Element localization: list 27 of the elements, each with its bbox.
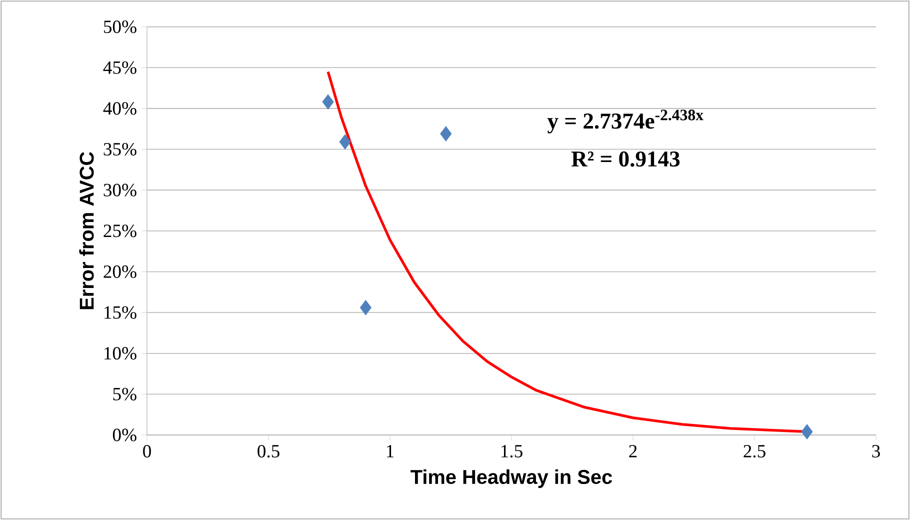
annotation: R² = 0.9143 (571, 151, 680, 167)
y-tick-label: 45% (103, 61, 136, 74)
y-tick-label: 5% (113, 388, 136, 400)
y-tick-label: 40% (103, 102, 136, 115)
x-axis-title: Time Headway in Sec (410, 469, 612, 488)
x-tick-label: 1 (386, 444, 394, 458)
x-tick-label: 2 (629, 444, 637, 458)
point (322, 94, 334, 110)
point (440, 126, 452, 142)
x-tick-label: 2.5 (744, 444, 766, 458)
x-tick-label: 1.5 (502, 444, 522, 458)
x-tick-label: 3 (872, 444, 880, 458)
y-tick-label: 25% (104, 224, 136, 238)
y-tick-label: 30% (104, 184, 136, 196)
point (339, 134, 351, 150)
x-tick-label: 0.5 (258, 444, 280, 458)
y-axis-title: Error from AVCC (79, 152, 94, 310)
y-tick-label: 35% (104, 142, 136, 156)
y-tick-label: 50% (104, 20, 136, 34)
annotation: y = 2.7374e$^{-2.438x}$ (547, 110, 704, 134)
point (801, 424, 813, 440)
point (360, 300, 372, 316)
y-tick-label: 15% (104, 306, 136, 319)
x-tick-label: 0 (143, 444, 151, 458)
y-tick-label: 20% (104, 265, 136, 278)
y-tick-label: 10% (104, 347, 136, 360)
y-tick-label: 0% (112, 428, 136, 442)
